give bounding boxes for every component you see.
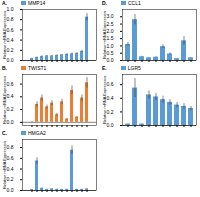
svg-text:Relative mRNA Expression: Relative mRNA Expression: [102, 11, 107, 59]
html-text:HMGA2: HMGA2: [28, 130, 46, 136]
svg-text:2.5: 2.5: [107, 21, 114, 27]
svg-text:1.5: 1.5: [107, 35, 114, 41]
svg-text:0.4: 0.4: [7, 93, 14, 99]
svg-text:0.5: 0.5: [107, 50, 114, 56]
svg-text:0.4: 0.4: [107, 95, 114, 101]
svg-text:Relative mRNA Expression: Relative mRNA Expression: [102, 76, 107, 124]
svg-text:0.4: 0.4: [7, 37, 14, 43]
svg-text:0.6: 0.6: [107, 81, 114, 87]
svg-text:3.0: 3.0: [107, 13, 114, 19]
svg-text:0.8: 0.8: [7, 144, 14, 150]
html-text:B.: B.: [2, 65, 7, 71]
svg-text:0.6: 0.6: [7, 81, 14, 87]
html-text:MMP14: MMP14: [28, 0, 46, 6]
html-text:LGR5: LGR5: [127, 65, 141, 71]
svg-text:2.0: 2.0: [107, 28, 114, 34]
svg-text:Relative mRNA Expression: Relative mRNA Expression: [2, 141, 7, 189]
svg-text:0.4: 0.4: [7, 166, 14, 172]
svg-text:Relative mRNA Expression: Relative mRNA Expression: [2, 11, 7, 59]
svg-text:0.0: 0.0: [107, 122, 114, 128]
svg-text:0.6: 0.6: [7, 27, 14, 33]
html-text:D.: D.: [102, 0, 107, 6]
html-text:A.: A.: [2, 0, 7, 6]
svg-text:0.0: 0.0: [7, 119, 14, 125]
svg-text:0.2: 0.2: [107, 109, 114, 115]
html-text:C.: C.: [2, 130, 7, 136]
svg-text:Relative mRNA Expression: Relative mRNA Expression: [2, 76, 7, 124]
svg-text:0.0: 0.0: [7, 187, 14, 193]
svg-text:0.2: 0.2: [7, 47, 14, 53]
svg-text:0.6: 0.6: [7, 155, 14, 161]
svg-text:0.2: 0.2: [7, 176, 14, 182]
svg-text:0.2: 0.2: [7, 106, 14, 112]
svg-text:0.0: 0.0: [7, 57, 14, 63]
svg-text:0.0: 0.0: [107, 57, 114, 63]
html-text:E.: E.: [102, 65, 107, 71]
svg-text:1.0: 1.0: [107, 43, 114, 49]
html-text:TWIST1: TWIST1: [28, 65, 47, 71]
svg-text:1.0: 1.0: [7, 6, 14, 12]
html-text:CCL1: CCL1: [128, 0, 141, 6]
svg-text:0.8: 0.8: [7, 16, 14, 22]
